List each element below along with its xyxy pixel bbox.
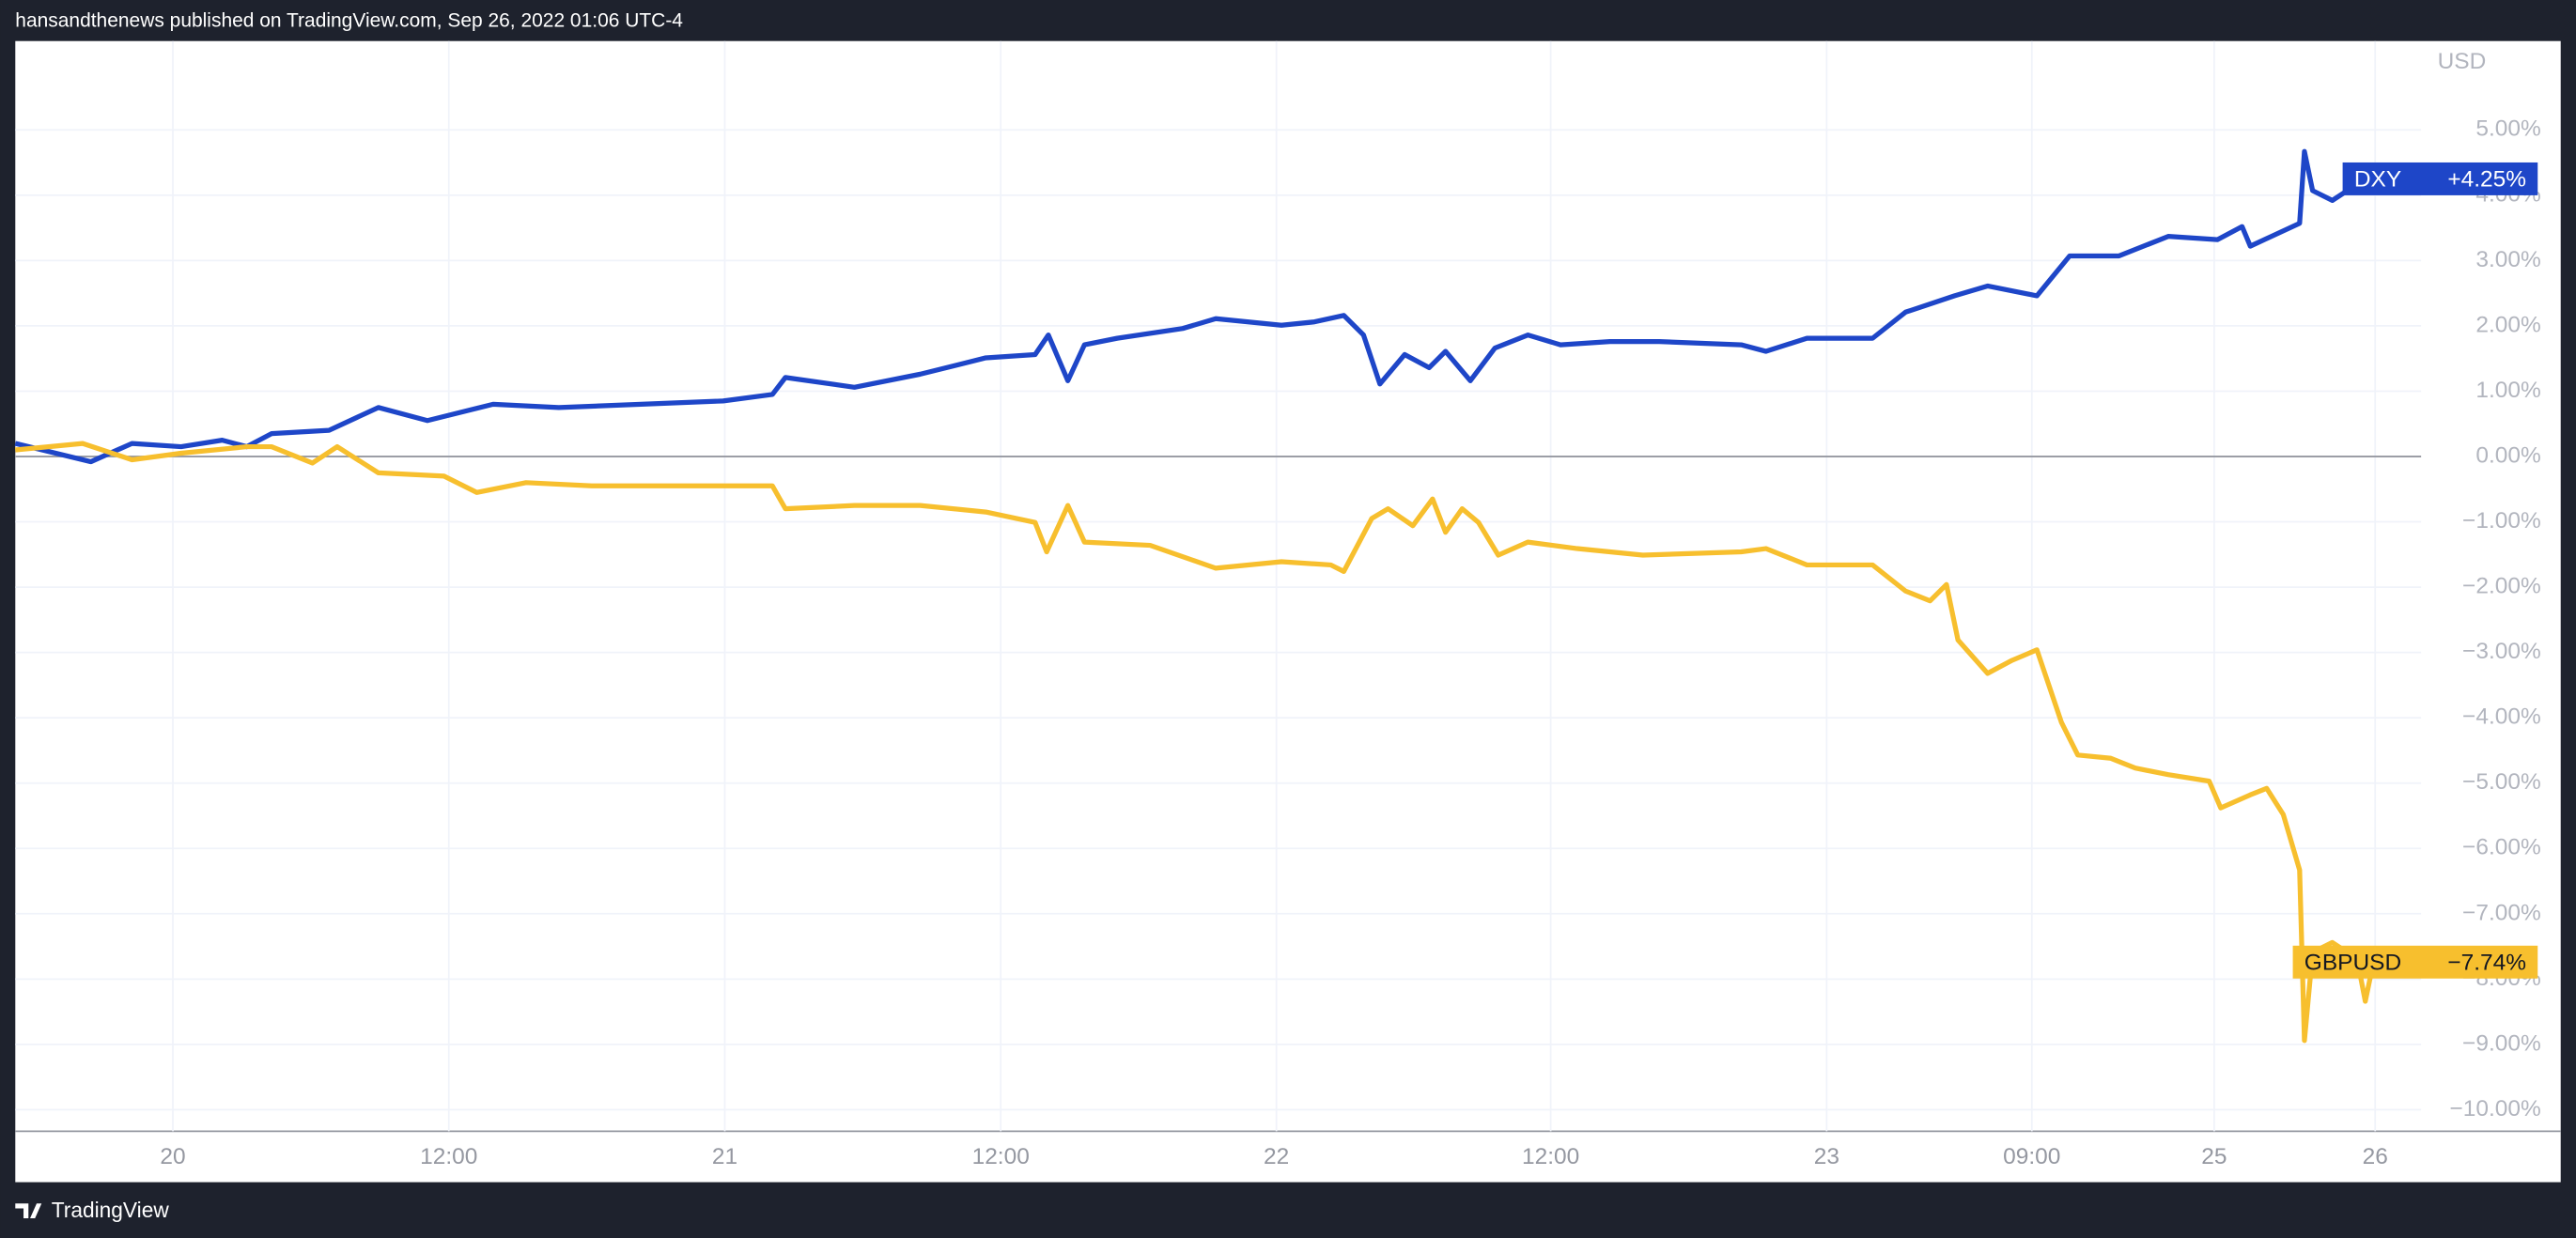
series-line: [14, 148, 2367, 465]
y-tick-label: 5.00%: [2475, 116, 2540, 142]
logo-icon: [15, 1203, 42, 1219]
y-tick-label: 0.00%: [2475, 442, 2540, 468]
x-tick-label: 22: [1264, 1144, 1289, 1169]
y-tick-label: 2.00%: [2475, 312, 2540, 337]
x-tick-label: 12:00: [1522, 1144, 1579, 1169]
badge-value: +4.25%: [2447, 167, 2526, 193]
price-badge: DXY +4.25%: [2342, 162, 2538, 195]
x-tick-label: 20: [160, 1144, 185, 1169]
x-tick-label: 09:00: [2003, 1144, 2060, 1169]
x-tick-label: 25: [2201, 1144, 2227, 1169]
series-line: [15, 441, 2376, 1044]
x-tick-label: 26: [2363, 1144, 2388, 1169]
y-tick-label: 3.00%: [2475, 247, 2540, 272]
y-tick-label: 1.00%: [2475, 378, 2540, 403]
badge-box: [2342, 162, 2538, 195]
badge-box: [2292, 945, 2538, 979]
badge-value: −7.74%: [2447, 950, 2526, 975]
y-tick-label: −2.00%: [2462, 574, 2541, 599]
badge-name: GBPUSD: [2304, 950, 2401, 975]
y-tick-label: −9.00%: [2462, 1030, 2541, 1056]
footer-brand[interactable]: TradingView: [52, 1198, 170, 1222]
y-tick-label: −1.00%: [2462, 508, 2541, 534]
y-tick-label: −10.00%: [2449, 1096, 2540, 1122]
y-tick-label: −6.00%: [2462, 835, 2541, 860]
badge-name: DXY: [2354, 167, 2401, 193]
x-tick-label: 12:00: [420, 1144, 477, 1169]
x-tick-label: 21: [712, 1144, 737, 1169]
y-tick-label: −5.00%: [2462, 769, 2541, 795]
chart-area: [15, 40, 2561, 1183]
y-unit: USD: [2438, 49, 2487, 74]
x-tick-label: 12:00: [972, 1144, 1030, 1169]
x-tick-label: 23: [1814, 1144, 1839, 1169]
footer-logo: [15, 1203, 42, 1219]
y-tick-label: −7.00%: [2462, 900, 2541, 925]
y-tick-label: −4.00%: [2462, 704, 2541, 730]
y-tick-label: −3.00%: [2462, 639, 2541, 664]
publish-header: hansandthenews published on TradingView.…: [15, 9, 683, 31]
price-badge: GBPUSD −7.74%: [2292, 945, 2538, 979]
